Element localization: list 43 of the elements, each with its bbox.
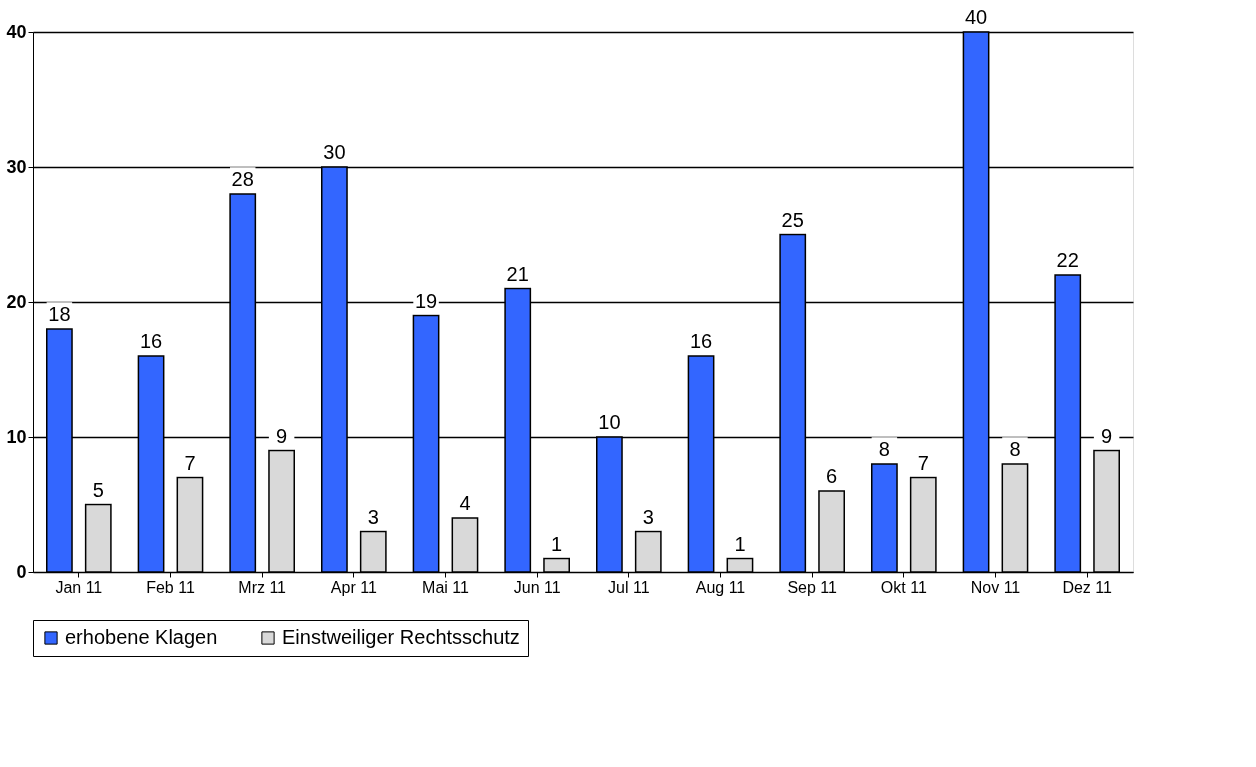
data-label: 40 [964,6,988,28]
y-tick-label: 0 [16,561,27,582]
x-tick-label: Aug 11 [695,578,746,596]
x-tick-label: Okt 11 [880,578,927,596]
data-label: 19 [414,289,438,312]
data-label: 16 [689,330,713,352]
data-label: 1 [551,532,563,555]
data-label: 10 [598,411,621,433]
x-tick-label: Mai 11 [422,578,470,596]
data-label: 7 [917,451,929,474]
data-label: 3 [642,505,654,528]
data-label: 21 [506,262,529,285]
x-tick-label: Jul 11 [608,578,650,596]
y-tick-label: 40 [6,21,27,42]
legend-label: erhobene Klagen [65,626,218,648]
data-label: 16 [139,330,163,352]
data-label: 9 [1101,424,1113,447]
y-tick-label: 10 [6,426,27,447]
data-label: 18 [48,303,71,325]
x-tick-label: Jan 11 [55,578,103,596]
legend-label: Einstweiliger Rechtsschutz [282,626,520,648]
data-label: 3 [367,505,379,528]
data-label: 6 [826,465,838,487]
data-label: 8 [1009,438,1021,460]
x-tick-label: Nov 11 [970,578,1021,596]
data-label: 25 [781,208,804,231]
x-tick-label: Sep 11 [787,578,838,596]
x-tick-label: Feb 11 [146,578,195,596]
data-label: 4 [459,492,471,514]
x-tick-label: Apr 11 [330,578,377,596]
data-label: 8 [878,438,890,460]
data-label: 7 [184,451,196,474]
x-tick-label: Mrz 11 [238,578,287,596]
x-tick-label: Jun 11 [513,578,561,596]
data-label: 9 [276,424,288,447]
data-label: 30 [323,141,346,163]
data-label: 28 [231,168,254,190]
data-label: 5 [92,478,104,501]
y-tick-label: 20 [6,291,27,312]
data-label: 22 [1056,249,1079,271]
y-tick-label: 30 [6,156,27,177]
data-label: 1 [734,532,746,555]
x-tick-label: Dez 11 [1062,578,1113,596]
